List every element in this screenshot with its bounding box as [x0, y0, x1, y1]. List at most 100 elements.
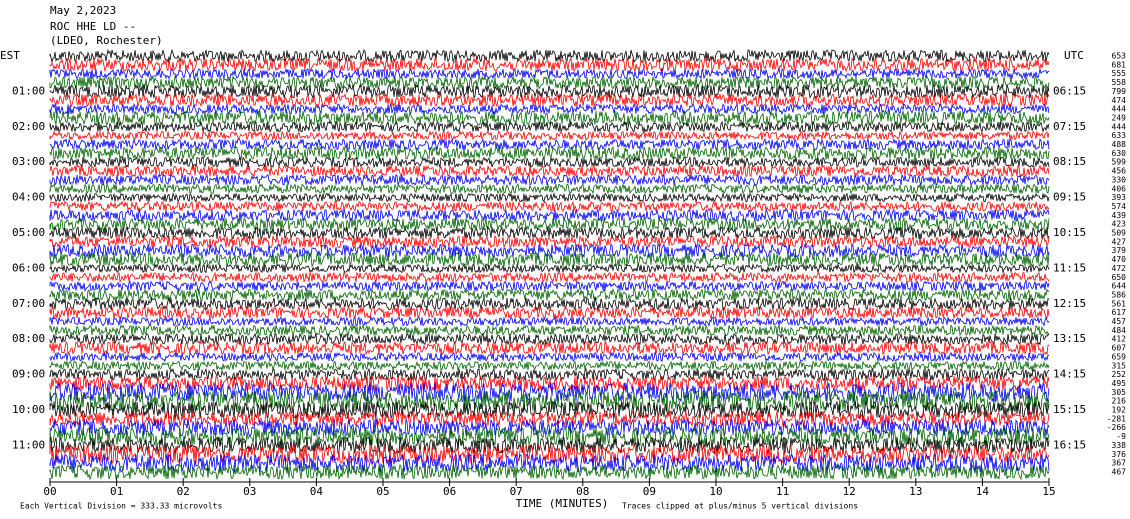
utc-hour-label: 06:15: [1053, 84, 1086, 97]
trace: [49, 389, 1050, 413]
trace-value: 474: [1112, 96, 1127, 105]
trace-value: 338: [1112, 441, 1127, 450]
trace: [49, 315, 1050, 328]
trace: [49, 359, 1050, 372]
trace-value: 633: [1112, 131, 1127, 140]
trace-value: 607: [1112, 344, 1127, 353]
x-axis-label: TIME (MINUTES): [516, 497, 609, 510]
est-hour-label: 05:00: [12, 226, 45, 239]
trace: [49, 192, 1050, 204]
est-hour-label: 06:00: [12, 261, 45, 274]
trace-value: 252: [1112, 370, 1127, 379]
trace-value: 457: [1112, 317, 1127, 326]
header-line: (LDEO, Rochester): [50, 34, 163, 47]
trace: [49, 426, 1050, 447]
x-tick-label: 03: [243, 485, 256, 498]
trace-value: 799: [1112, 87, 1127, 96]
trace: [49, 155, 1050, 169]
trace-value: 393: [1112, 193, 1127, 202]
trace: [49, 242, 1050, 259]
trace: [49, 145, 1050, 162]
trace-value: 423: [1112, 220, 1127, 229]
trace-value: 558: [1112, 78, 1127, 87]
trace-value: 249: [1112, 113, 1127, 122]
trace: [49, 225, 1050, 241]
trace-value: -266: [1107, 423, 1126, 432]
trace-value: 488: [1112, 140, 1127, 149]
trace: [49, 208, 1050, 223]
x-tick-label: 12: [843, 485, 856, 498]
trace: [49, 443, 1050, 465]
footer-note: Traces clipped at plus/minus 5 vertical …: [622, 502, 858, 511]
x-tick-label: 09: [643, 485, 656, 498]
trace-value: 444: [1112, 122, 1127, 131]
trace-value: 509: [1112, 229, 1127, 238]
footer-note: Each Vertical Division = 333.33 microvol…: [20, 502, 222, 511]
trace-value: 456: [1112, 167, 1127, 176]
trace: [49, 216, 1050, 232]
header-line: May 2,2023: [50, 4, 116, 17]
trace: [49, 262, 1050, 274]
zone-label: UTC: [1064, 49, 1084, 62]
trace-value: 467: [1112, 467, 1127, 476]
utc-hour-label: 12:15: [1053, 297, 1086, 310]
trace: [49, 57, 1050, 73]
trace-value: 439: [1112, 211, 1127, 220]
trace-value: 472: [1112, 264, 1127, 273]
utc-hour-label: 15:15: [1053, 403, 1086, 416]
trace-value: 630: [1112, 149, 1127, 158]
trace-value: 650: [1112, 273, 1127, 282]
trace-value: 644: [1112, 282, 1127, 291]
trace: [49, 129, 1050, 142]
x-tick-label: 08: [576, 485, 589, 498]
trace-value: 653: [1112, 52, 1127, 61]
trace: [49, 251, 1050, 268]
trace-value: 330: [1112, 175, 1127, 184]
trace-value: 561: [1112, 299, 1127, 308]
trace: [49, 436, 1050, 455]
trace-value: 659: [1112, 352, 1127, 361]
trace: [49, 120, 1050, 134]
trace: [49, 351, 1050, 363]
trace-value: 367: [1112, 459, 1127, 468]
trace: [49, 102, 1050, 116]
est-hour-label: 02:00: [12, 120, 45, 133]
trace-value: 192: [1112, 406, 1127, 415]
trace: [49, 340, 1050, 356]
utc-hour-label: 11:15: [1053, 261, 1086, 274]
trace-value: 681: [1112, 60, 1127, 69]
trace-value: 315: [1112, 361, 1127, 370]
trace: [49, 323, 1050, 337]
x-tick-label: 10: [709, 485, 722, 498]
trace: [49, 400, 1050, 420]
trace: [49, 463, 1050, 481]
trace: [49, 182, 1050, 195]
trace-value: 484: [1112, 326, 1127, 335]
trace: [49, 418, 1050, 437]
trace: [49, 67, 1050, 80]
trace-value: 574: [1112, 202, 1127, 211]
trace-value: 412: [1112, 335, 1127, 344]
est-hour-label: 11:00: [12, 438, 45, 451]
trace: [49, 305, 1050, 320]
header-line: ROC HHE LD --: [50, 20, 136, 33]
x-tick-label: 07: [510, 485, 523, 498]
trace: [49, 296, 1050, 312]
trace-value: 216: [1112, 397, 1127, 406]
trace: [49, 279, 1050, 293]
trace-value: 586: [1112, 290, 1127, 299]
x-tick-label: 13: [909, 485, 922, 498]
est-hour-label: 01:00: [12, 84, 45, 97]
trace-value: 406: [1112, 184, 1127, 193]
utc-hour-label: 07:15: [1053, 120, 1086, 133]
x-tick-label: 06: [443, 485, 456, 498]
trace: [49, 75, 1050, 91]
trace-value: 305: [1112, 388, 1127, 397]
trace: [49, 234, 1050, 249]
trace-value: 555: [1112, 69, 1127, 78]
trace-value: 495: [1112, 379, 1127, 388]
trace-value: 427: [1112, 237, 1127, 246]
trace-value: -281: [1107, 414, 1126, 423]
utc-hour-label: 14:15: [1053, 368, 1086, 381]
